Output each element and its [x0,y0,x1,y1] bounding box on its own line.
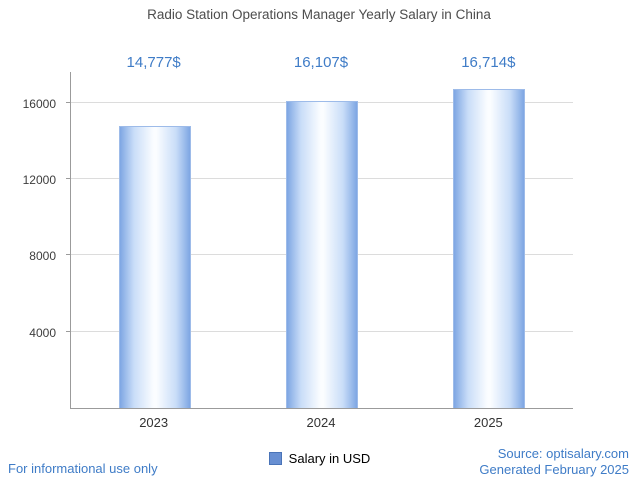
bar-value-label: 14,777$ [126,54,181,71]
bars-container [71,72,573,408]
y-tick-mark [66,177,71,179]
plot-area [66,72,573,409]
x-axis-category-label: 2025 [473,415,503,430]
y-axis-labels: 4000 8000 12000 16000 [0,72,62,408]
y-axis-tick-label: 8000 [29,249,56,264]
bar-value-labels: 14,777$ 16,107$ 16,714$ [70,54,572,71]
bar-column [71,72,238,408]
x-axis-category-label: 2023 [139,415,169,430]
chart-title: Radio Station Operations Manager Yearly … [147,7,491,22]
generated-date: Generated February 2025 [479,461,629,477]
bar-column [406,72,573,408]
salary-bar[interactable] [118,125,191,408]
legend-swatch-icon [268,452,282,465]
y-axis-tick-label: 12000 [22,172,56,187]
source-block: Source: optisalary.com Generated Februar… [479,446,629,477]
bar-value-label: 16,107$ [293,54,349,71]
bar-value-label: 16,714$ [461,54,516,71]
legend-label: Salary in USD [288,451,371,466]
bar-column [238,72,405,408]
x-axis-labels: 2023 2024 2025 [70,415,572,430]
x-axis-category-label: 2024 [306,415,336,430]
y-axis-tick-label: 16000 [22,96,56,111]
y-tick-mark [66,254,71,256]
disclaimer-text: For informational use only [8,461,158,476]
y-tick-mark [66,330,71,332]
salary-bar[interactable] [453,88,526,408]
source-link[interactable]: Source: optisalary.com [497,446,629,461]
legend: Salary in USD [0,451,639,466]
salary-bar[interactable] [285,100,358,408]
y-tick-mark [66,101,71,103]
y-axis-tick-label: 4000 [29,325,56,340]
